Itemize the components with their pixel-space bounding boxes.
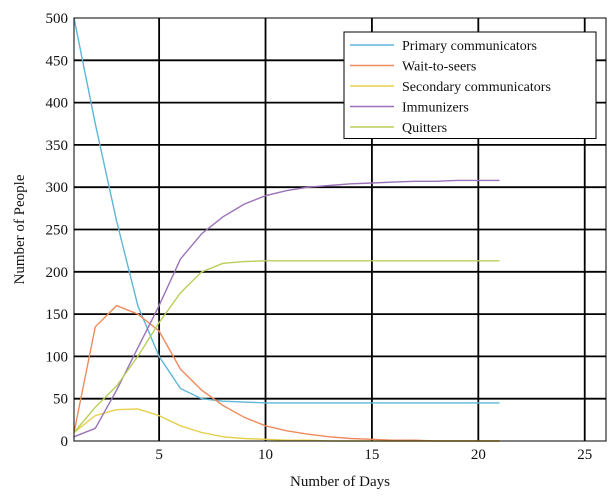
legend-label: Quitters xyxy=(402,121,447,136)
y-tick-label: 200 xyxy=(46,265,69,281)
x-axis-label: Number of Days xyxy=(290,474,390,490)
y-tick-label: 500 xyxy=(46,11,69,27)
x-tick-label: 10 xyxy=(258,447,273,463)
x-tick-label: 25 xyxy=(577,447,592,463)
series-line-4 xyxy=(73,179,500,438)
y-tick-label: 450 xyxy=(46,53,69,69)
y-axis-label: Number of People xyxy=(12,174,28,284)
legend: Primary communicators Wait-to-seers Second… xyxy=(343,31,597,139)
y-tick-label: 0 xyxy=(61,434,69,450)
x-tick-label: 20 xyxy=(471,447,486,463)
series-line-3 xyxy=(73,408,500,442)
legend-label: Primary communicators xyxy=(402,39,537,54)
y-tick-label: 250 xyxy=(46,223,69,239)
y-tick-label: 400 xyxy=(46,96,69,112)
x-tick-label: 15 xyxy=(364,447,379,463)
y-tick-label: 300 xyxy=(46,180,69,196)
legend-label: Wait-to-seers xyxy=(402,60,476,75)
y-tick-label: 100 xyxy=(46,349,69,365)
y-tick-label: 50 xyxy=(53,392,68,408)
series-line-5 xyxy=(73,260,500,433)
y-tick-label: 350 xyxy=(46,138,69,154)
plot-frame xyxy=(73,17,607,442)
legend-label: Immunizers xyxy=(402,101,469,116)
series-line-2 xyxy=(73,304,500,442)
legend-label: Secondary communicators xyxy=(402,80,551,95)
y-tick-label: 150 xyxy=(46,307,69,323)
series-line-1 xyxy=(73,17,500,404)
x-tick-label: 5 xyxy=(155,447,163,463)
series-lines xyxy=(73,17,500,442)
